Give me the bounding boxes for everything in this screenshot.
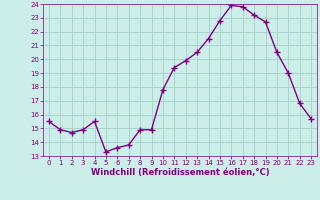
X-axis label: Windchill (Refroidissement éolien,°C): Windchill (Refroidissement éolien,°C) bbox=[91, 168, 269, 177]
